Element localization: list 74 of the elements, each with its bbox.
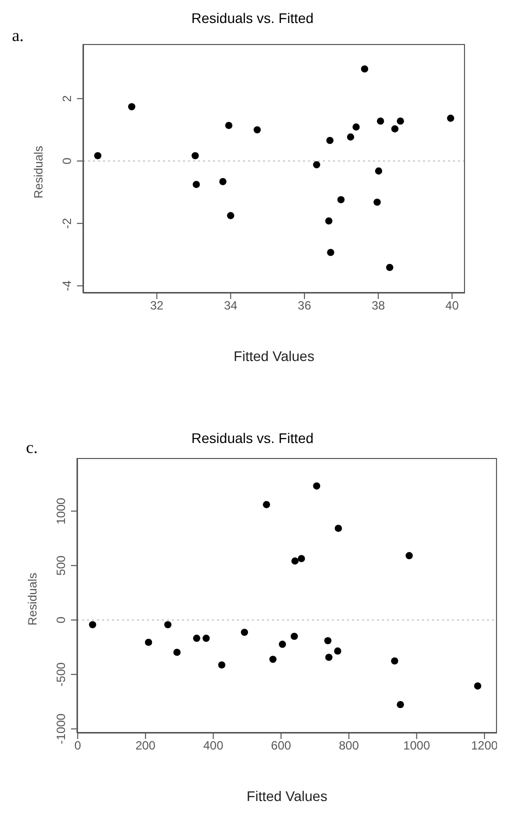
point bbox=[396, 117, 404, 125]
point bbox=[240, 628, 248, 636]
y-tick-label: 0 bbox=[60, 157, 74, 164]
point bbox=[88, 621, 96, 628]
point bbox=[269, 656, 277, 663]
point bbox=[128, 103, 136, 110]
x-tick-label: 36 bbox=[298, 298, 312, 313]
x-tick-label: 32 bbox=[150, 298, 164, 313]
x-tick-label: 34 bbox=[224, 298, 238, 313]
point bbox=[346, 133, 354, 141]
point bbox=[325, 654, 332, 661]
point bbox=[173, 648, 181, 656]
x-tick-label: 200 bbox=[135, 738, 156, 753]
y-axis-title: Residuals bbox=[25, 572, 40, 626]
x-tick-label: 400 bbox=[203, 738, 224, 753]
point bbox=[325, 217, 332, 225]
point bbox=[396, 700, 404, 708]
point bbox=[193, 634, 200, 642]
x-tick-label: 600 bbox=[271, 738, 292, 753]
x-tick-label: 40 bbox=[445, 298, 460, 313]
point bbox=[352, 123, 360, 131]
point bbox=[219, 178, 226, 186]
point bbox=[334, 647, 342, 655]
y-tick-label: -2 bbox=[60, 218, 74, 229]
point bbox=[391, 125, 398, 132]
point bbox=[324, 637, 332, 644]
x-axis-title: Fitted Values bbox=[234, 348, 314, 364]
y-tick-label: -500 bbox=[54, 662, 68, 686]
point bbox=[376, 117, 384, 125]
y-axis-title: Residuals bbox=[31, 146, 46, 198]
y-tick-label: 1000 bbox=[54, 497, 68, 524]
point bbox=[164, 621, 172, 628]
y-tick-label: 500 bbox=[54, 555, 68, 576]
point bbox=[262, 500, 270, 508]
x-tick-label: 38 bbox=[372, 298, 386, 313]
point bbox=[326, 136, 334, 144]
point bbox=[374, 198, 381, 206]
point bbox=[361, 65, 368, 73]
y-tick-label: 2 bbox=[60, 94, 74, 102]
y-tick-label: -4 bbox=[60, 280, 74, 292]
point bbox=[337, 196, 345, 204]
point bbox=[218, 661, 226, 669]
y-tick-label: -1000 bbox=[54, 713, 68, 744]
point bbox=[386, 264, 394, 272]
point bbox=[375, 167, 382, 175]
x-tick-label: 800 bbox=[338, 738, 360, 753]
point bbox=[447, 114, 454, 122]
point bbox=[406, 552, 413, 560]
point bbox=[144, 638, 152, 646]
point bbox=[192, 180, 200, 188]
point bbox=[474, 682, 482, 690]
text: a. bbox=[12, 26, 24, 46]
point bbox=[334, 524, 342, 532]
x-tick-label: 1000 bbox=[403, 738, 430, 753]
chart-title: Residuals vs. Fitted bbox=[191, 430, 314, 446]
text: c. bbox=[26, 438, 38, 458]
point bbox=[290, 632, 298, 640]
point bbox=[202, 634, 210, 642]
point bbox=[313, 482, 320, 490]
point bbox=[192, 152, 199, 160]
point bbox=[313, 161, 320, 168]
point bbox=[227, 212, 234, 220]
x-tick-label: 1200 bbox=[471, 738, 498, 753]
chart-title: Residuals vs. Fitted bbox=[190, 10, 315, 26]
x-axis-title: Fitted Values bbox=[246, 788, 328, 804]
point bbox=[94, 152, 102, 160]
point bbox=[278, 640, 286, 648]
point bbox=[298, 554, 306, 562]
y-tick-label: 0 bbox=[54, 616, 68, 624]
point bbox=[291, 557, 299, 565]
point bbox=[254, 126, 261, 134]
point bbox=[327, 248, 334, 256]
point bbox=[225, 122, 232, 130]
point bbox=[391, 657, 398, 665]
